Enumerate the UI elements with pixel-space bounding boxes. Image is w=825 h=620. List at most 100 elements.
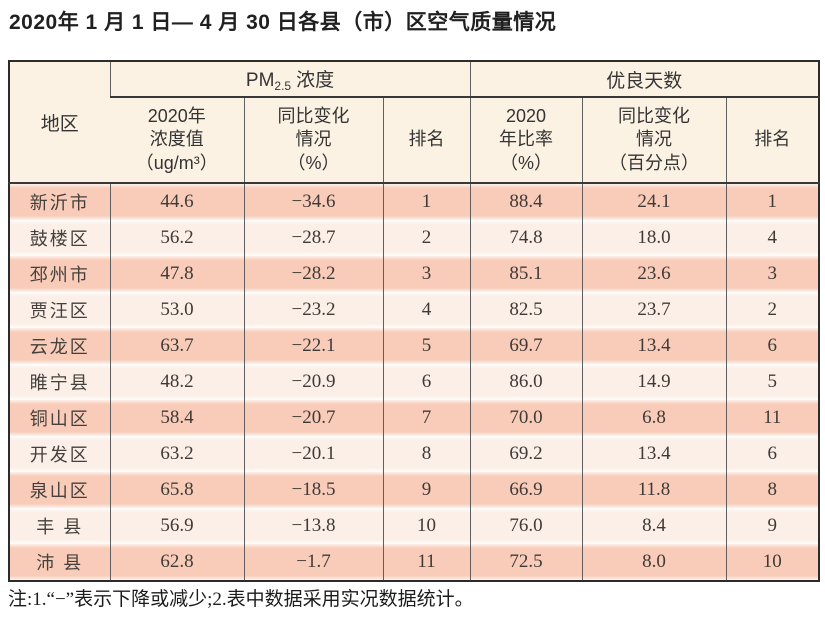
cell-days-change: 23.6 — [581, 256, 726, 292]
cell-pm-change: −23.2 — [243, 292, 383, 328]
cell-pm-value: 62.8 — [109, 544, 244, 581]
footnote: 注:1.“−”表示下降或减少;2.表中数据采用实况数据统计。 — [8, 589, 474, 610]
cell-region: 铜山区 — [9, 400, 110, 436]
cell-days-change: 8.0 — [581, 544, 726, 581]
header-group-row: 地区 PM2.5 浓度 优良天数 — [9, 61, 820, 184]
cell-pm-change: −18.5 — [243, 472, 383, 508]
cell-pm-value: 63.7 — [109, 328, 244, 364]
cell-days-change: 23.7 — [581, 292, 726, 328]
cell-pm-rank: 10 — [382, 508, 470, 544]
cell-pm-change: −20.1 — [243, 436, 383, 472]
cell-days-rank: 6 — [725, 436, 820, 472]
cell-pm-rank: 1 — [382, 183, 470, 220]
pm25-label-subscript: 2.5 — [274, 79, 292, 93]
cell-days-rank: 1 — [725, 183, 820, 220]
col-group-good-days: 优良天数 — [469, 61, 820, 98]
cell-days-rank: 11 — [725, 400, 820, 436]
cell-pm-change: −20.7 — [243, 400, 383, 436]
table-row: 铜山区 58.4 −20.7 7 70.0 6.8 11 — [9, 400, 820, 436]
cell-pm-rank: 9 — [382, 472, 470, 508]
cell-pm-value: 58.4 — [109, 400, 244, 436]
cell-pm-rank: 2 — [382, 220, 470, 256]
col-header-pm-value: 2020年 浓度值 （ug/m³） — [110, 97, 244, 184]
cell-pm-rank: 11 — [382, 544, 470, 581]
cell-pm-value: 44.6 — [109, 183, 244, 220]
cell-region: 鼓楼区 — [9, 220, 110, 256]
col-header-pm-rank: 排名 — [382, 97, 470, 184]
col-header-pm-change: 同比变化 情况 （%） — [243, 97, 383, 184]
cell-pm-rank: 7 — [382, 400, 470, 436]
cell-region: 泉山区 — [9, 472, 110, 508]
cell-days-change: 18.0 — [581, 220, 726, 256]
header-sub-row: 2020年 浓度值 （ug/m³） 同比变化 情况 （%） 排名 2020 年比… — [9, 97, 820, 184]
cell-days-rank: 10 — [725, 544, 820, 581]
table-row: 云龙区 63.7 −22.1 5 69.7 13.4 6 — [9, 328, 820, 364]
cell-region: 开发区 — [9, 436, 110, 472]
cell-pm-rank: 8 — [382, 436, 470, 472]
table-row: 丰 县 56.9 −13.8 10 76.0 8.4 9 — [9, 508, 820, 544]
cell-pm-value: 56.9 — [109, 508, 244, 544]
cell-region: 新沂市 — [9, 183, 110, 220]
cell-pm-value: 65.8 — [109, 472, 244, 508]
cell-days-change: 8.4 — [581, 508, 726, 544]
cell-pm-change: −28.2 — [243, 256, 383, 292]
cell-days-ratio: 70.0 — [469, 400, 582, 436]
cell-pm-value: 53.0 — [109, 292, 244, 328]
cell-days-ratio: 76.0 — [469, 508, 582, 544]
air-quality-table: 地区 PM2.5 浓度 优良天数 2020年 浓度值 （ug/m³） 同比变化 情… — [8, 60, 821, 582]
cell-days-ratio: 69.2 — [469, 436, 582, 472]
cell-region: 贾汪区 — [9, 292, 110, 328]
cell-days-change: 24.1 — [581, 183, 726, 220]
cell-days-ratio: 74.8 — [469, 220, 582, 256]
cell-days-rank: 4 — [725, 220, 820, 256]
cell-region: 沛 县 — [9, 544, 110, 581]
cell-pm-change: −28.7 — [243, 220, 383, 256]
cell-pm-rank: 6 — [382, 364, 470, 400]
cell-pm-rank: 3 — [382, 256, 470, 292]
cell-days-rank: 6 — [725, 328, 820, 364]
pm25-label-suffix: 浓度 — [296, 70, 335, 91]
col-header-region: 地区 — [9, 61, 110, 184]
cell-pm-change: −34.6 — [243, 183, 383, 220]
table-row: 开发区 63.2 −20.1 8 69.2 13.4 6 — [9, 436, 820, 472]
col-group-pm25: PM2.5 浓度 — [109, 61, 470, 98]
cell-pm-change: −1.7 — [243, 544, 383, 581]
cell-days-rank: 3 — [725, 256, 820, 292]
table-row: 泉山区 65.8 −18.5 9 66.9 11.8 8 — [9, 472, 820, 508]
cell-pm-value: 47.8 — [109, 256, 244, 292]
table-row: 贾汪区 53.0 −23.2 4 82.5 23.7 2 — [9, 292, 820, 328]
cell-days-ratio: 72.5 — [469, 544, 582, 581]
pm25-label-prefix: PM — [245, 70, 275, 91]
cell-days-ratio: 82.5 — [469, 292, 582, 328]
cell-days-ratio: 86.0 — [469, 364, 582, 400]
cell-region: 云龙区 — [9, 328, 110, 364]
col-header-days-change: 同比变化 情况 （百分点） — [581, 97, 726, 184]
cell-days-ratio: 69.7 — [469, 328, 582, 364]
cell-days-rank: 8 — [725, 472, 820, 508]
cell-days-ratio: 66.9 — [469, 472, 582, 508]
cell-pm-change: −22.1 — [243, 328, 383, 364]
cell-region: 邳州市 — [9, 256, 110, 292]
table-row: 新沂市 44.6 −34.6 1 88.4 24.1 1 — [9, 183, 820, 220]
cell-region: 丰 县 — [9, 508, 110, 544]
cell-days-rank: 9 — [725, 508, 820, 544]
cell-region: 睢宁县 — [9, 364, 110, 400]
col-header-days-rank: 排名 — [725, 97, 820, 184]
page-title: 2020年 1 月 1 日— 4 月 30 日各县（市）区空气质量情况 — [9, 11, 557, 34]
cell-days-change: 6.8 — [581, 400, 726, 436]
cell-pm-rank: 5 — [382, 328, 470, 364]
cell-days-change: 14.9 — [581, 364, 726, 400]
table-row: 鼓楼区 56.2 −28.7 2 74.8 18.0 4 — [9, 220, 820, 256]
cell-days-ratio: 88.4 — [469, 183, 582, 220]
cell-pm-change: −13.8 — [243, 508, 383, 544]
table-row: 睢宁县 48.2 −20.9 6 86.0 14.9 5 — [9, 364, 820, 400]
cell-pm-change: −20.9 — [243, 364, 383, 400]
cell-days-rank: 5 — [725, 364, 820, 400]
cell-pm-value: 63.2 — [109, 436, 244, 472]
cell-days-ratio: 85.1 — [469, 256, 582, 292]
col-header-days-ratio: 2020 年比率 （%） — [469, 97, 582, 184]
cell-pm-value: 56.2 — [109, 220, 244, 256]
cell-days-change: 13.4 — [581, 328, 726, 364]
cell-days-change: 11.8 — [581, 472, 726, 508]
